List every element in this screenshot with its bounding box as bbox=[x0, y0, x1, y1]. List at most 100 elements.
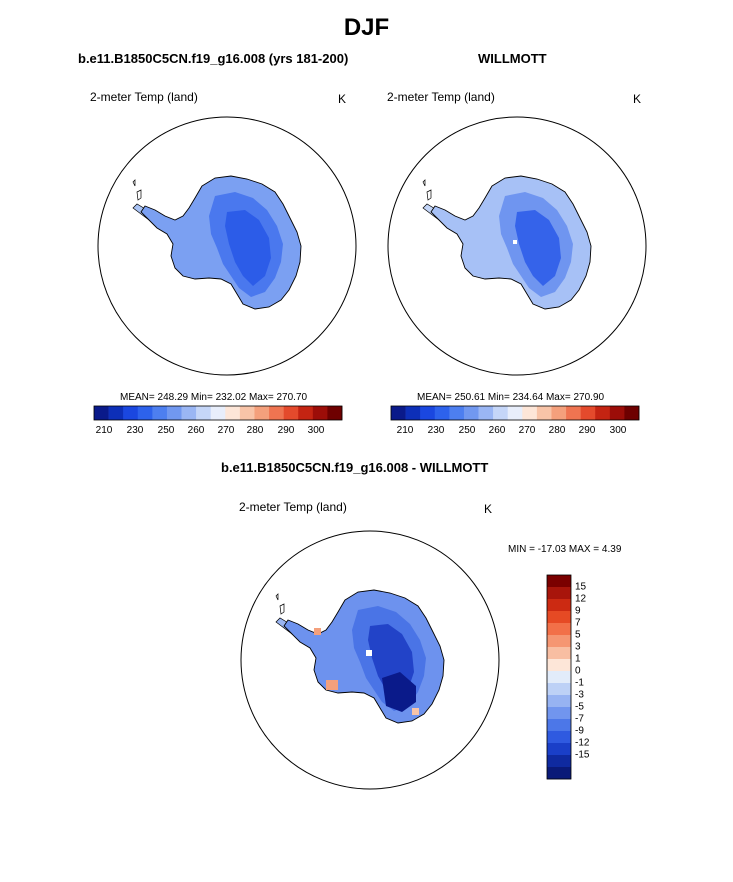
colorbar-swatch bbox=[547, 767, 571, 780]
panel2-colorbar-ticks: 210 230 250 260 270 280 290 300 bbox=[391, 425, 639, 439]
colorbar-swatch bbox=[547, 671, 571, 684]
cb2-tick: 270 bbox=[518, 425, 536, 436]
cb2-tick: 230 bbox=[427, 425, 445, 436]
cb2-tick: 300 bbox=[609, 425, 627, 436]
cb1-tick: 290 bbox=[277, 425, 295, 436]
warm-anomaly-cell bbox=[326, 680, 338, 690]
colorbar-swatch bbox=[181, 406, 197, 420]
cold-anomaly-region bbox=[382, 672, 416, 712]
cb3-label: -5 bbox=[575, 701, 584, 713]
colorbar-swatch bbox=[420, 406, 436, 420]
cb3-label: 3 bbox=[575, 641, 581, 653]
colorbar-swatch bbox=[547, 635, 571, 648]
colorbar-swatch bbox=[239, 406, 255, 420]
colorbar-swatch bbox=[312, 406, 328, 420]
panel2-colorbar bbox=[390, 405, 640, 421]
cb2-tick: 260 bbox=[488, 425, 506, 436]
cb2-tick: 250 bbox=[458, 425, 476, 436]
colorbar-swatch bbox=[547, 611, 571, 624]
colorbar-swatch bbox=[225, 406, 241, 420]
colorbar-swatch bbox=[547, 683, 571, 696]
colorbar-swatch bbox=[522, 406, 538, 420]
panel2-stats: MEAN= 250.61 Min= 234.64 Max= 270.90 bbox=[417, 392, 605, 403]
panel3-colorbar bbox=[546, 574, 572, 780]
colorbar-swatch bbox=[624, 406, 640, 420]
warm-anomaly-cell bbox=[314, 628, 321, 635]
cb3-label: -3 bbox=[575, 689, 584, 701]
island-outline bbox=[422, 179, 426, 187]
colorbar-frame bbox=[390, 405, 640, 421]
colorbar-swatch bbox=[269, 406, 284, 420]
cb3-label: -1 bbox=[575, 677, 584, 689]
colorbar-frame bbox=[93, 405, 343, 421]
panel3-colorbar-labels: 15 12 9 7 5 3 1 0 -1 -3 -5 -7 -9 -12 -15 bbox=[575, 575, 615, 779]
missing-data-cell bbox=[366, 650, 372, 656]
colorbar-swatch bbox=[493, 406, 509, 420]
panel2-map bbox=[387, 116, 647, 376]
cb1-tick: 270 bbox=[217, 425, 235, 436]
cb3-label: 9 bbox=[575, 605, 581, 617]
colorbar-swatch bbox=[547, 707, 571, 720]
panel1-variable-label: 2-meter Temp (land) bbox=[90, 90, 198, 104]
colorbar-swatch bbox=[283, 406, 299, 420]
colorbar-swatch bbox=[449, 406, 465, 420]
colorbar-swatch bbox=[108, 406, 124, 420]
colorbar-swatch bbox=[327, 406, 343, 420]
island-outline bbox=[136, 189, 142, 201]
cb3-label: 1 bbox=[575, 653, 581, 665]
colorbar-swatch bbox=[391, 406, 406, 420]
island-outline bbox=[132, 179, 136, 187]
colorbar-swatch bbox=[507, 406, 523, 420]
colorbar-swatch bbox=[536, 406, 552, 420]
colorbar-swatch bbox=[547, 659, 571, 672]
cb3-label: 7 bbox=[575, 617, 581, 629]
colorbar-swatch bbox=[478, 406, 494, 420]
cb1-tick: 280 bbox=[246, 425, 264, 436]
island-outline bbox=[426, 189, 432, 201]
cb1-tick: 210 bbox=[95, 425, 113, 436]
colorbar-swatch bbox=[405, 406, 421, 420]
panel3-units: K bbox=[484, 502, 493, 516]
cb1-tick: 260 bbox=[187, 425, 205, 436]
island-outline bbox=[279, 603, 285, 615]
plateau-region bbox=[515, 210, 561, 286]
warm-anomaly-cell bbox=[412, 708, 419, 715]
cb2-tick: 290 bbox=[578, 425, 596, 436]
colorbar-swatch bbox=[123, 406, 139, 420]
cb2-tick: 280 bbox=[548, 425, 566, 436]
panel1-colorbar-ticks: 210 230 250 260 270 280 290 300 bbox=[94, 425, 342, 439]
missing-data-cell bbox=[513, 240, 517, 244]
cb2-tick: 210 bbox=[396, 425, 414, 436]
colorbar-swatch bbox=[547, 599, 571, 612]
colorbar-swatch bbox=[547, 575, 571, 588]
colorbar-swatch bbox=[94, 406, 109, 420]
cb3-label: -12 bbox=[575, 737, 590, 749]
panel3-map bbox=[240, 530, 500, 790]
colorbar-swatch bbox=[547, 731, 571, 744]
cb3-label: -7 bbox=[575, 713, 584, 725]
colorbar-swatch bbox=[196, 406, 212, 420]
cb3-label: 5 bbox=[575, 629, 581, 641]
colorbar-swatch bbox=[547, 743, 571, 756]
colorbar-swatch bbox=[298, 406, 314, 420]
colorbar-swatch bbox=[547, 695, 571, 708]
page-title: DJF bbox=[343, 14, 390, 41]
cb1-tick: 250 bbox=[157, 425, 175, 436]
colorbar-swatch bbox=[166, 406, 182, 420]
panel2-case-title: WILLMOTT bbox=[478, 51, 547, 66]
panel3-case-title: b.e11.B1850C5CN.f19_g16.008 - WILLMOTT bbox=[221, 460, 489, 475]
panel1-map bbox=[97, 116, 357, 376]
colorbar-swatch bbox=[547, 719, 571, 732]
cb3-label: 0 bbox=[575, 665, 581, 677]
panel1-stats: MEAN= 248.29 Min= 232.02 Max= 270.70 bbox=[120, 392, 308, 403]
cb3-label: 12 bbox=[575, 593, 587, 605]
colorbar-swatch bbox=[547, 647, 571, 660]
panel1-units: K bbox=[338, 92, 347, 106]
colorbar-swatch bbox=[551, 406, 567, 420]
panel2-antarctica bbox=[422, 175, 592, 310]
colorbar-swatch bbox=[434, 406, 450, 420]
island-outline bbox=[275, 593, 279, 601]
colorbar-swatch bbox=[254, 406, 270, 420]
cb3-label: -15 bbox=[575, 749, 590, 761]
panel1-colorbar bbox=[93, 405, 343, 421]
